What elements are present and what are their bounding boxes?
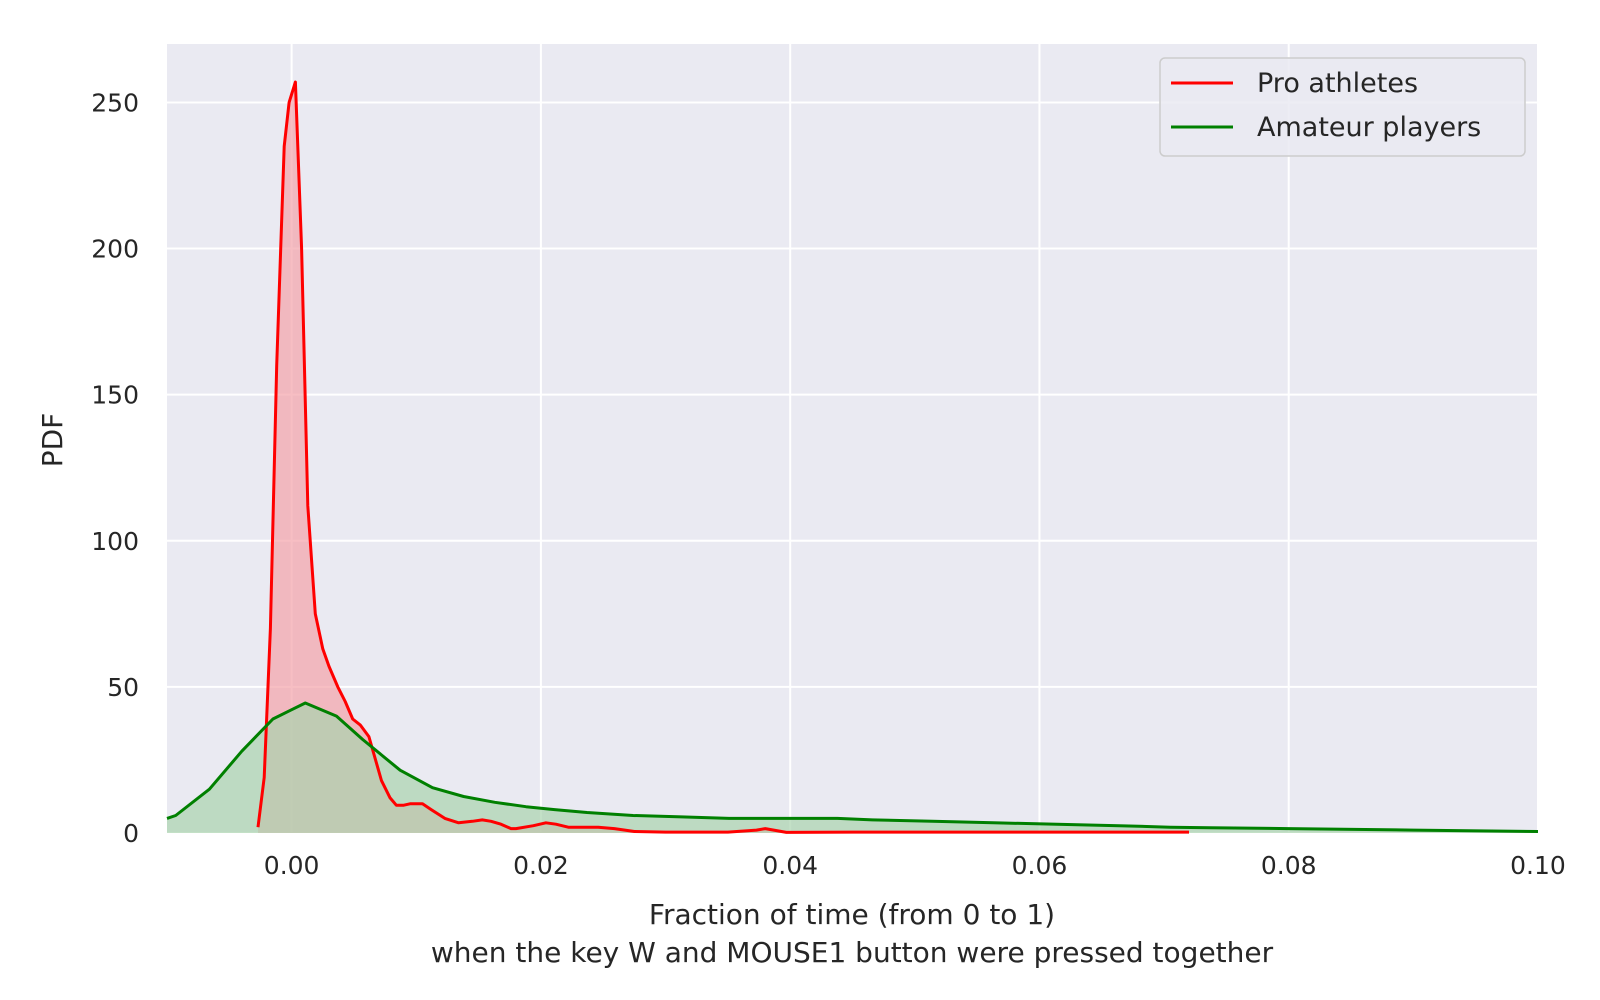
x-tick-label: 0.06 [1012, 851, 1068, 880]
legend: Pro athletes Amateur players [1159, 57, 1526, 157]
y-tick-label: 250 [91, 88, 139, 117]
y-tick-label: 50 [107, 673, 139, 702]
y-axis-title: PDF [36, 413, 69, 468]
x-tick-label: 0.00 [264, 851, 320, 880]
x-axis-title-line2: when the key W and MOUSE1 button were pr… [431, 936, 1274, 969]
tick-labels: 0.00 0.02 0.04 0.06 0.08 0.10 0 50 100 150 200 250 [91, 88, 1566, 880]
y-tick-label: 150 [91, 381, 139, 410]
series-lines [166, 80, 1539, 834]
y-tick-label: 100 [91, 527, 139, 556]
x-tick-label: 0.10 [1510, 851, 1566, 880]
x-tick-label: 0.08 [1261, 851, 1317, 880]
area-amateur-players [167, 703, 1538, 833]
y-tick-label: 200 [91, 235, 139, 264]
legend-box [1159, 57, 1526, 157]
series-areas [167, 82, 1538, 833]
legend-label-amateur-players: Amateur players [1257, 112, 1481, 143]
plot-background [167, 44, 1538, 833]
line-pro-athletes [256, 80, 1189, 834]
x-tick-label: 0.04 [762, 851, 818, 880]
x-axis-title: Fraction of time (from 0 to 1) [649, 898, 1055, 931]
x-tick-label: 0.02 [513, 851, 569, 880]
legend-label-pro-athletes: Pro athletes [1257, 68, 1418, 99]
y-tick-label: 0 [123, 819, 139, 848]
line-amateur-players [166, 701, 1539, 833]
